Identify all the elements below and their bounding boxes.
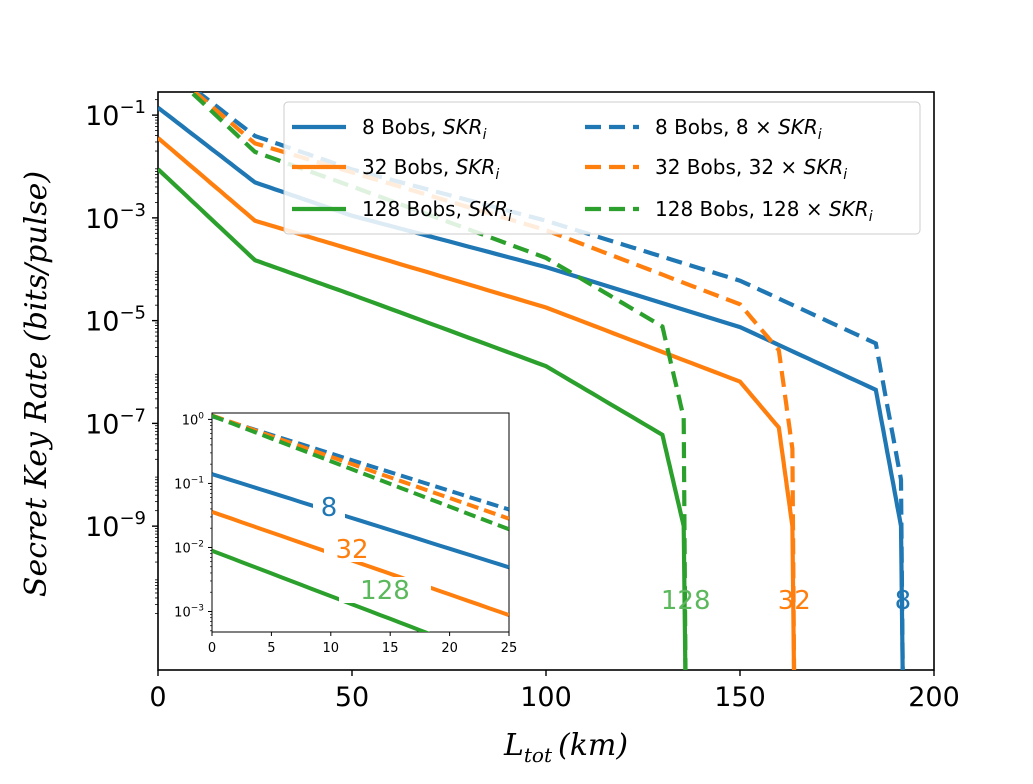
inset-y-tick-exponent: 0 xyxy=(198,411,204,421)
inset-x-tick-label: 0 xyxy=(208,641,216,656)
legend-label-math: SKR xyxy=(456,155,496,179)
inset-line-128-bobs-skr xyxy=(212,548,431,632)
legend-label-subscript: i xyxy=(843,167,847,183)
legend-label-subscript: i xyxy=(818,127,822,143)
inset-label-bg xyxy=(313,494,345,520)
y-axis-label: Secret Key Rate (bits/pulse) xyxy=(19,171,54,597)
x-tick-label: 150 xyxy=(714,682,766,713)
legend-label-0: 8 Bobs, SKRi xyxy=(362,115,487,143)
y-tick-exponent: −1 xyxy=(119,97,146,118)
inset-series-group xyxy=(212,413,509,632)
x-tick-label: 0 xyxy=(149,682,166,713)
inset-y-tick-label: 10−3 xyxy=(174,604,204,621)
legend-label-prefix: 128 Bobs, xyxy=(362,197,468,221)
y-tick-base: 10 xyxy=(85,409,119,440)
inset-y-tick-exponent: −1 xyxy=(191,475,204,485)
inset-label-bg xyxy=(324,536,380,562)
y-tick-base: 10 xyxy=(85,101,119,132)
legend-label-4: 32 Bobs, 32 × SKRi xyxy=(655,155,847,183)
x-axis-label-unit: (km) xyxy=(558,728,628,763)
y-tick-label: 10−1 xyxy=(85,97,146,132)
inset-y-tick-exponent: −3 xyxy=(191,604,204,614)
legend-label-subscript: i xyxy=(869,209,873,225)
legend-label-prefix: 8 Bobs, xyxy=(362,115,443,139)
inset-label-8: 8 xyxy=(321,493,338,523)
legend-label-math: SKR xyxy=(468,197,508,221)
y-tick-base: 10 xyxy=(85,307,119,338)
cutoff-label-8: 8 xyxy=(895,586,912,616)
inset-x-tick-label: 25 xyxy=(501,641,518,656)
x-axis-label: Ltot (km) xyxy=(503,728,628,767)
x-tick-label: 200 xyxy=(908,682,960,713)
inset-y-tick-label: 10−2 xyxy=(174,539,204,556)
inset-y-tick-base: 10 xyxy=(174,477,191,492)
line-8-bobs-skr xyxy=(158,105,905,670)
y-tick-label: 10−7 xyxy=(85,405,146,440)
legend-label-math: SKR xyxy=(443,115,483,139)
x-tick-label: 100 xyxy=(520,682,572,713)
y-tick-exponent: −5 xyxy=(119,303,146,324)
legend-label-prefix: 32 Bobs, xyxy=(362,155,456,179)
line-128-bobs-skr xyxy=(158,167,688,670)
x-axis-label-main: L xyxy=(503,728,524,763)
inset-y-tick-base: 10 xyxy=(182,413,199,428)
inset-label-128: 128 xyxy=(360,576,410,606)
inset-x-tick-label: 5 xyxy=(267,641,275,656)
y-tick-exponent: −3 xyxy=(119,200,146,221)
x-axis-label-sub: tot xyxy=(524,743,553,767)
inset-label-32: 32 xyxy=(335,535,368,565)
legend-label-subscript: i xyxy=(483,127,487,143)
legend-label-math: SKR xyxy=(804,155,844,179)
inset-y-tick-label: 100 xyxy=(182,411,205,428)
y-tick-label: 10−9 xyxy=(85,508,146,543)
inset-y-tick-base: 10 xyxy=(174,606,191,621)
line-32-bobs-skr xyxy=(158,136,797,670)
y-tick-exponent: −7 xyxy=(119,405,146,426)
inset-x-tick-label: 15 xyxy=(382,641,399,656)
legend-box xyxy=(283,101,921,235)
inset-y-tick-label: 10−1 xyxy=(174,475,204,492)
y-tick-exponent: −9 xyxy=(119,508,146,529)
line-8-bobs-total-skr xyxy=(194,92,905,670)
inset-label-bg xyxy=(339,577,431,603)
legend-label-prefix: 32 Bobs, 32 × xyxy=(655,155,804,179)
inset-y-tick-exponent: −2 xyxy=(191,539,204,549)
legend-label-subscript: i xyxy=(508,209,512,225)
cutoff-label-32: 32 xyxy=(778,586,811,616)
inset-line-32-bobs-total-skr xyxy=(212,413,509,521)
inset-line-8-bobs-skr xyxy=(212,472,509,570)
x-tick-label: 50 xyxy=(335,682,369,713)
legend-label-subscript: i xyxy=(495,167,499,183)
y-tick-label: 10−5 xyxy=(85,303,146,338)
inset-line-8-bobs-total-skr xyxy=(212,414,509,512)
legend-label-prefix: 128 Bobs, 128 × xyxy=(655,197,829,221)
legend-label-2: 128 Bobs, SKRi xyxy=(362,197,512,225)
y-tick-base: 10 xyxy=(85,204,119,235)
cutoff-label-128: 128 xyxy=(661,586,711,616)
legend-label-math: SKR xyxy=(778,115,818,139)
y-tick-label: 10−3 xyxy=(85,200,146,235)
legend-label-1: 32 Bobs, SKRi xyxy=(362,155,499,183)
inset-annotations-group: 8 32 128 xyxy=(313,493,431,606)
legend-label-prefix: 8 Bobs, 8 × xyxy=(655,115,778,139)
legend-label-math: SKR xyxy=(829,197,869,221)
inset-x-tick-label: 10 xyxy=(323,641,340,656)
inset-line-32-bobs-skr xyxy=(212,510,509,617)
legend-label-5: 128 Bobs, 128 × SKRi xyxy=(655,197,873,225)
main-annotations-group: 8 32 128 xyxy=(661,586,911,616)
y-tick-base: 10 xyxy=(85,512,119,543)
inset-y-tick-base: 10 xyxy=(174,541,191,556)
inset-x-tick-label: 20 xyxy=(441,641,458,656)
legend-label-3: 8 Bobs, 8 × SKRi xyxy=(655,115,822,143)
